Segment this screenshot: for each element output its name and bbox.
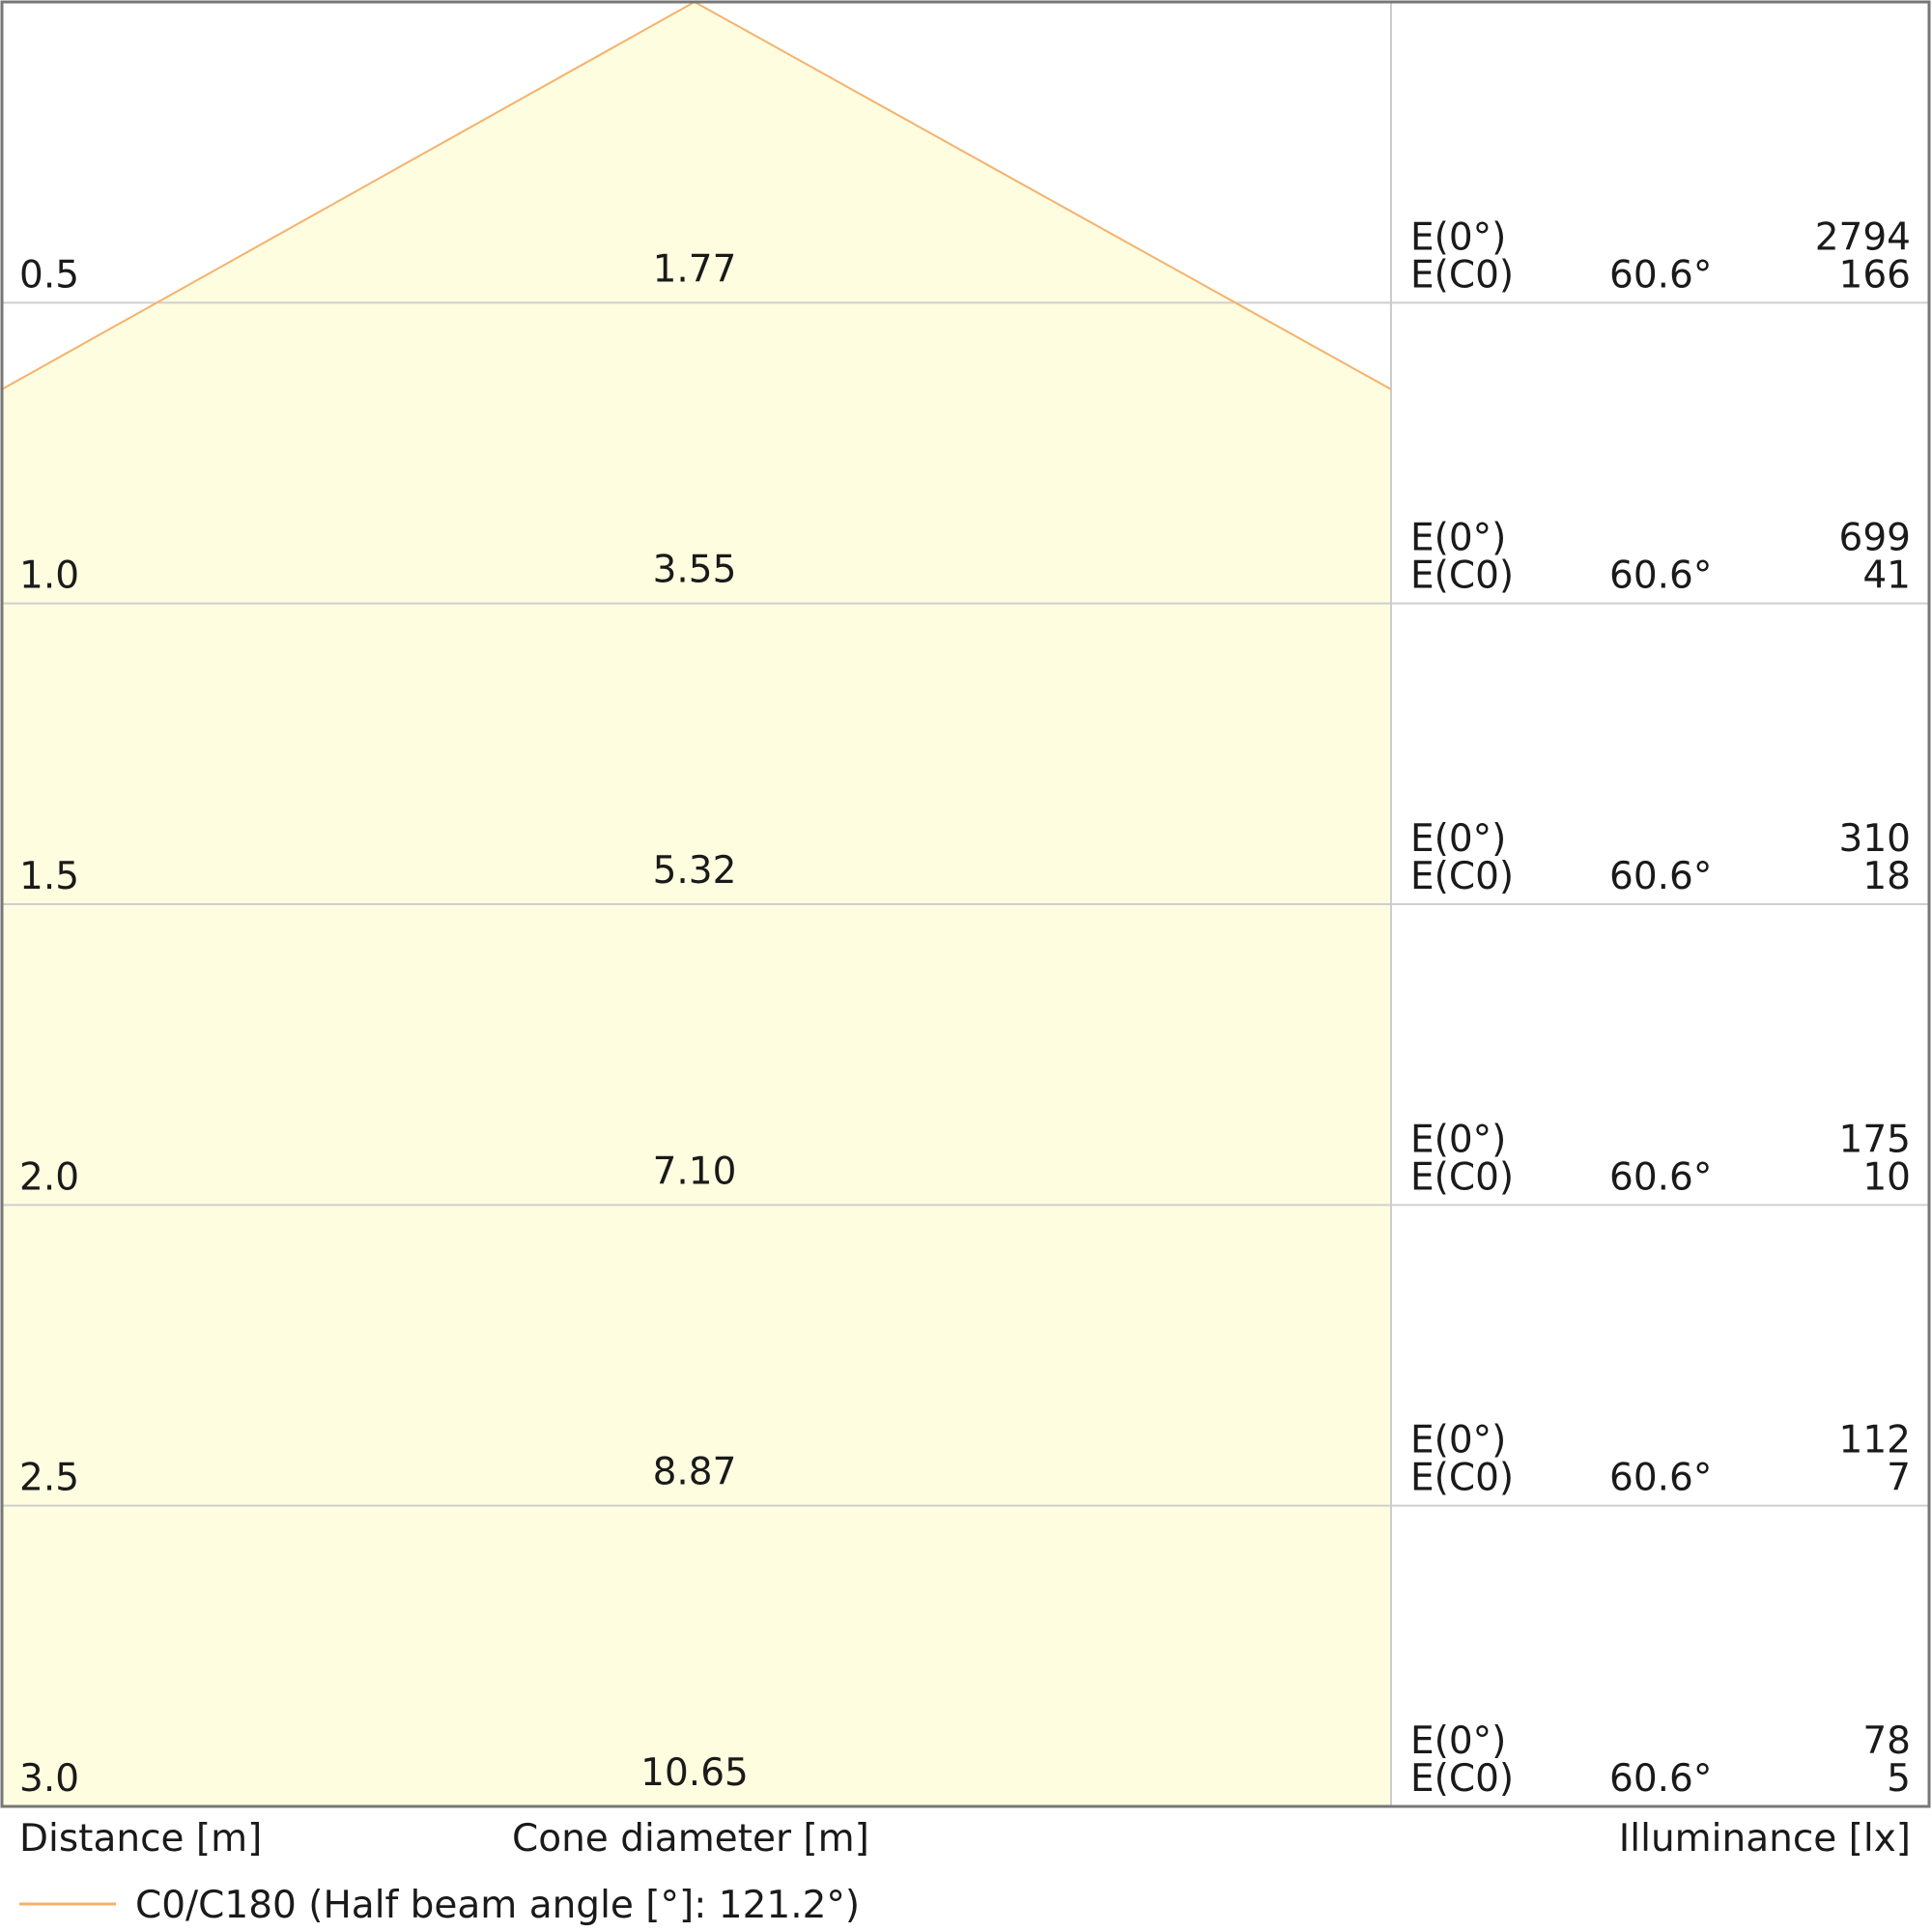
ec0-value: 7: [1887, 1457, 1911, 1500]
illuminance-axis-label: Illuminance [lx]: [1619, 1817, 1911, 1861]
cone-diameter-label: 10.65: [640, 1751, 749, 1795]
ec0-value: 10: [1862, 1155, 1911, 1199]
e0-label: E(0°): [1410, 517, 1506, 560]
cone-diameter-label: 1.77: [653, 247, 737, 291]
e0-label: E(0°): [1410, 817, 1506, 861]
half-angle-label: 60.6°: [1609, 1457, 1712, 1500]
cone-diameter-label: 8.87: [653, 1451, 737, 1494]
e0-label: E(0°): [1410, 1719, 1506, 1763]
legend-label: C0/C180 (Half beam angle [°]: 121.2°): [135, 1884, 860, 1927]
ec0-value: 41: [1862, 554, 1911, 598]
ec0-value: 166: [1839, 253, 1911, 297]
e0-label: E(0°): [1410, 1118, 1506, 1161]
ec0-label: E(C0): [1410, 1457, 1514, 1500]
ec0-label: E(C0): [1410, 253, 1514, 297]
distance-label: 2.5: [19, 1457, 79, 1500]
distance-axis-label: Distance [m]: [19, 1817, 262, 1861]
half-angle-label: 60.6°: [1609, 1155, 1712, 1199]
ec0-label: E(C0): [1410, 1155, 1514, 1199]
e0-value: 699: [1839, 517, 1911, 560]
cone-diameter-label: 7.10: [653, 1150, 737, 1193]
e0-value: 175: [1839, 1118, 1911, 1161]
distance-label: 3.0: [19, 1757, 79, 1801]
half-angle-label: 60.6°: [1609, 855, 1712, 898]
e0-value: 2794: [1815, 215, 1911, 259]
chart-frame: [0, 0, 1931, 1808]
e0-value: 112: [1839, 1419, 1911, 1463]
distance-label: 1.0: [19, 554, 79, 598]
e0-value: 310: [1839, 817, 1911, 861]
cone-diameter-label: 5.32: [653, 849, 737, 893]
ec0-label: E(C0): [1410, 1757, 1514, 1801]
distance-label: 0.5: [19, 253, 79, 297]
ec0-label: E(C0): [1410, 554, 1514, 598]
ec0-label: E(C0): [1410, 855, 1514, 898]
cone-diameter-label: 3.55: [653, 549, 737, 592]
distance-label: 2.0: [19, 1155, 79, 1199]
ec0-value: 18: [1862, 855, 1911, 898]
half-angle-label: 60.6°: [1609, 253, 1712, 297]
e0-label: E(0°): [1410, 1419, 1506, 1463]
cone-diameter-axis-label: Cone diameter [m]: [512, 1817, 869, 1861]
half-angle-label: 60.6°: [1609, 554, 1712, 598]
distance-label: 1.5: [19, 855, 79, 898]
ec0-value: 5: [1887, 1757, 1911, 1801]
e0-label: E(0°): [1410, 215, 1506, 259]
half-angle-label: 60.6°: [1609, 1757, 1712, 1801]
e0-value: 78: [1862, 1719, 1911, 1763]
